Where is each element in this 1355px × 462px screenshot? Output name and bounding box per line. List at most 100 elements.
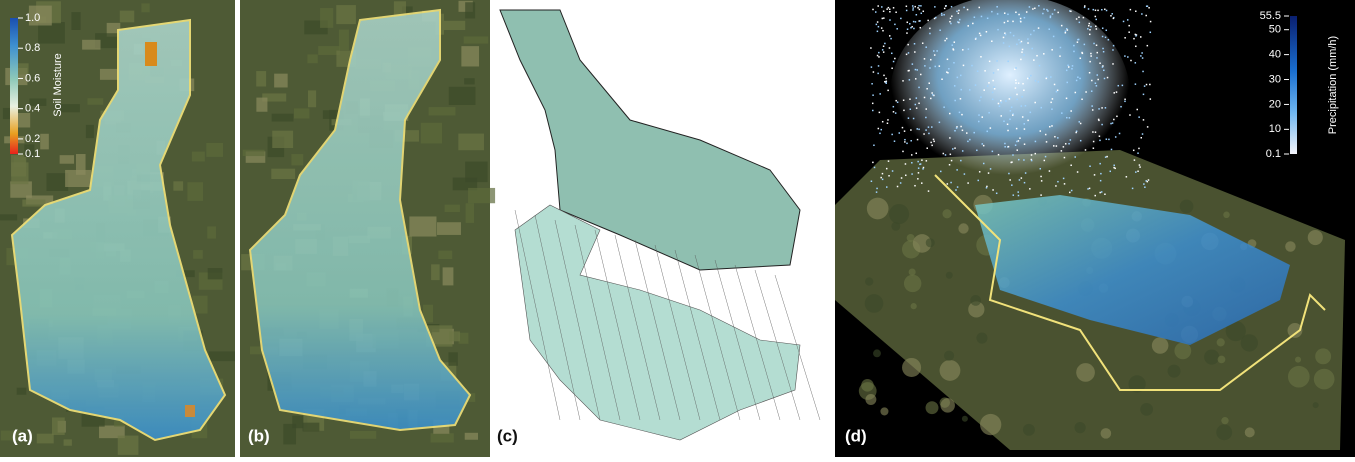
rain-point xyxy=(1004,143,1006,145)
rain-point xyxy=(1005,100,1007,102)
field-patch xyxy=(909,269,916,276)
field-patch xyxy=(1217,338,1225,346)
field-patch xyxy=(141,3,149,12)
rain-point xyxy=(1018,39,1020,41)
rain-point xyxy=(1090,53,1092,55)
rain-point xyxy=(918,5,920,7)
rain-point xyxy=(1004,32,1006,34)
rain-point xyxy=(870,47,872,49)
field-patch xyxy=(1023,424,1035,436)
rain-point xyxy=(1118,85,1120,87)
field-patch xyxy=(193,250,203,259)
rain-point xyxy=(955,189,957,191)
rain-point xyxy=(1010,110,1012,112)
rain-point xyxy=(1140,36,1142,38)
rain-point xyxy=(1093,147,1095,149)
rain-point xyxy=(1110,15,1112,17)
rain-point xyxy=(1113,45,1115,47)
field-patch xyxy=(431,264,440,280)
rain-point xyxy=(941,14,943,16)
rain-point xyxy=(1051,125,1053,127)
rain-point xyxy=(987,85,989,87)
rain-point xyxy=(1105,107,1107,109)
rain-point xyxy=(1003,42,1005,44)
rain-point xyxy=(914,6,916,8)
rain-point xyxy=(1045,134,1047,136)
rain-point xyxy=(1024,143,1026,145)
rain-point xyxy=(910,109,912,111)
field-patch xyxy=(1313,402,1319,408)
rain-point xyxy=(1085,149,1087,151)
rain-point xyxy=(962,130,964,132)
rain-point xyxy=(998,154,1000,156)
rain-point xyxy=(928,133,930,135)
rain-point xyxy=(973,132,975,134)
rain-point xyxy=(1070,110,1072,112)
rain-point xyxy=(906,6,908,8)
rain-point xyxy=(926,88,928,90)
rain-point xyxy=(1000,115,1002,117)
rain-point xyxy=(980,56,982,58)
rain-point xyxy=(872,103,874,105)
field-patch xyxy=(1288,366,1310,388)
rain-point xyxy=(918,87,920,89)
rain-point xyxy=(1128,25,1130,27)
rain-point xyxy=(949,21,951,23)
rain-point xyxy=(952,148,954,150)
field-patch xyxy=(339,30,349,51)
field-patch xyxy=(464,37,489,44)
rain-point xyxy=(1015,67,1017,69)
rain-point xyxy=(967,141,969,143)
rain-point xyxy=(1119,133,1121,135)
field-patch xyxy=(64,439,72,445)
rain-point xyxy=(1016,99,1018,101)
field-patch xyxy=(865,394,876,405)
rain-point xyxy=(888,7,890,8)
rain-point xyxy=(978,121,980,123)
rain-point xyxy=(914,51,916,53)
rain-point xyxy=(887,90,889,92)
rain-point xyxy=(949,164,951,166)
rain-point xyxy=(1009,46,1011,48)
rain-point xyxy=(941,13,943,15)
rain-point xyxy=(924,58,926,60)
rain-point xyxy=(1150,98,1152,100)
field-patch xyxy=(87,98,103,105)
rain-point xyxy=(1018,14,1020,16)
rain-point xyxy=(967,25,969,27)
rain-point xyxy=(951,6,953,8)
rain-point xyxy=(951,15,953,17)
rain-point xyxy=(892,170,894,172)
field-patch xyxy=(944,351,954,361)
rain-point xyxy=(1090,26,1092,28)
rain-point xyxy=(1011,161,1013,163)
rain-point xyxy=(872,9,874,11)
rain-point xyxy=(1089,29,1091,31)
rain-point xyxy=(1097,79,1099,81)
rain-point xyxy=(1112,63,1114,65)
rain-point xyxy=(923,11,925,13)
rain-point xyxy=(1020,59,1022,61)
rain-point xyxy=(992,80,994,82)
rain-point xyxy=(977,70,979,72)
rain-point xyxy=(894,24,896,26)
rain-point xyxy=(1012,114,1014,116)
rain-point xyxy=(1083,17,1085,19)
rain-point xyxy=(906,10,908,12)
rain-point xyxy=(956,127,958,129)
rain-point xyxy=(1120,106,1122,108)
rain-point xyxy=(989,61,991,63)
rain-point xyxy=(1137,152,1139,154)
rain-point xyxy=(1077,171,1079,173)
field-patch xyxy=(11,155,26,177)
rain-point xyxy=(1020,21,1022,23)
rain-point xyxy=(1150,32,1152,33)
dry-cell xyxy=(145,42,157,66)
rain-point xyxy=(876,191,878,193)
rain-point xyxy=(1146,84,1148,86)
rain-point xyxy=(920,27,922,29)
field-patch xyxy=(911,303,917,309)
rain-point xyxy=(1098,108,1100,110)
rain-point xyxy=(1010,97,1012,99)
field-patch xyxy=(902,358,921,377)
